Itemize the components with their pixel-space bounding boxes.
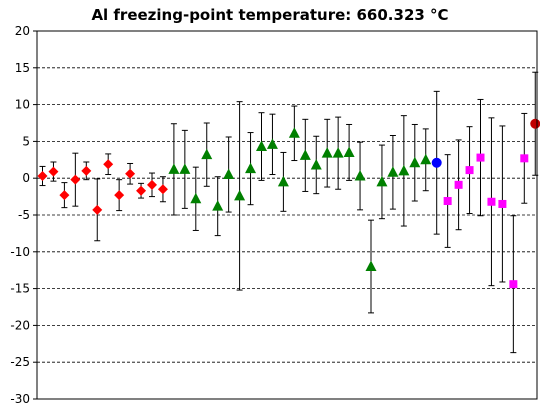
data-point-triangle <box>234 189 246 201</box>
chart-title: Al freezing-point temperature: 660.323 °… <box>91 6 448 24</box>
y-axis: 20 15 10 5 0 -5 -10 -15 -20 -25 -30 <box>10 24 37 406</box>
y-tick-label: -10 <box>10 245 30 259</box>
data-point-triangle <box>179 163 191 174</box>
data-point-triangle <box>266 138 278 149</box>
data-point-diamond <box>92 204 103 215</box>
y-tick-label: -30 <box>10 392 30 406</box>
error-bars <box>39 71 539 354</box>
data-point-diamond <box>70 174 81 185</box>
data-point-triangle <box>365 260 377 272</box>
data-point-triangle <box>212 200 224 211</box>
grid-lines <box>37 67 537 363</box>
data-point-square <box>454 180 463 189</box>
y-tick-label: 20 <box>15 24 30 38</box>
data-point-triangle <box>398 164 410 176</box>
data-point-triangle <box>201 148 213 160</box>
data-point-triangle <box>256 140 267 152</box>
data-point-triangle <box>420 153 432 165</box>
data-point-circle <box>431 157 442 168</box>
data-point-square <box>465 166 474 175</box>
data-point-diamond <box>81 165 92 176</box>
data-point-square <box>509 280 518 289</box>
data-point-triangle <box>288 127 300 138</box>
data-point-triangle <box>354 169 366 181</box>
data-point-triangle <box>245 162 257 174</box>
y-tick-label: -20 <box>10 318 30 332</box>
data-point-triangle <box>376 175 388 187</box>
data-point-diamond <box>59 190 70 201</box>
data-point-diamond <box>37 170 48 181</box>
data-point-triangle <box>332 147 344 158</box>
data-point-triangle <box>343 146 355 157</box>
data-point-diamond <box>157 184 168 195</box>
data-point-diamond <box>147 179 157 190</box>
data-point-diamond <box>114 190 125 201</box>
y-tick-label: -15 <box>10 282 30 296</box>
data-point-triangle <box>409 156 421 168</box>
data-point-square <box>476 153 485 162</box>
data-point-square <box>520 154 529 163</box>
y-tick-label: 0 <box>22 171 30 185</box>
y-tick-label: 10 <box>15 98 30 112</box>
data-point-diamond <box>103 159 114 170</box>
data-point-triangle <box>387 166 399 177</box>
data-point-triangle <box>190 192 202 204</box>
data-point-triangle <box>168 163 180 174</box>
data-point-diamond <box>136 185 147 196</box>
data-point-triangle <box>223 168 235 180</box>
data-point-diamond <box>48 166 59 177</box>
data-point-square <box>487 197 496 206</box>
data-point-circle <box>530 118 540 129</box>
data-point-triangle <box>321 147 333 158</box>
data-markers <box>37 118 540 289</box>
data-point-triangle <box>299 149 311 160</box>
y-tick-label: 5 <box>22 134 30 148</box>
y-tick-label: -5 <box>18 208 30 222</box>
plot-frame <box>36 30 538 400</box>
data-point-triangle <box>310 158 322 170</box>
data-point-diamond <box>125 168 136 179</box>
y-tick-label: -25 <box>10 355 30 369</box>
data-point-triangle <box>277 175 289 187</box>
data-point-square <box>498 199 507 208</box>
y-tick-label: 15 <box>15 61 30 75</box>
data-point-square <box>443 197 452 206</box>
